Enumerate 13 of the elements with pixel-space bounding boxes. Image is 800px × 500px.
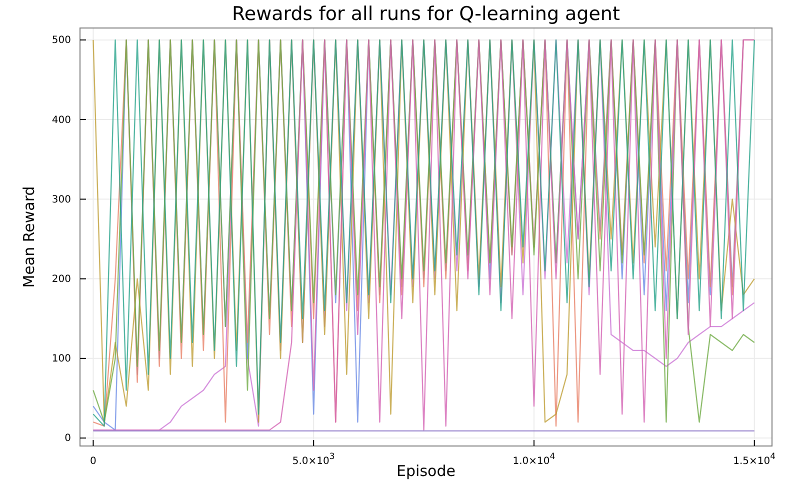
- y-tick-label: 300: [52, 194, 71, 206]
- y-axis-title: Mean Reward: [20, 186, 38, 288]
- x-tick-label: 0: [90, 456, 96, 467]
- x-tick-label: 5.0×10$^{3}$: [292, 452, 335, 467]
- x-tick-label: 1.5×10$^{4}$: [733, 452, 776, 467]
- y-tick-label: 0: [64, 433, 71, 444]
- chart-title: Rewards for all runs for Q-learning agent: [232, 3, 620, 25]
- x-axis-title: Episode: [396, 462, 456, 480]
- y-tick-label: 500: [52, 35, 71, 46]
- y-tick-label: 100: [52, 354, 71, 365]
- x-tick-label: 1.0×10$^{4}$: [512, 452, 556, 467]
- y-tick-label: 400: [52, 114, 71, 126]
- y-tick-label: 200: [52, 274, 71, 285]
